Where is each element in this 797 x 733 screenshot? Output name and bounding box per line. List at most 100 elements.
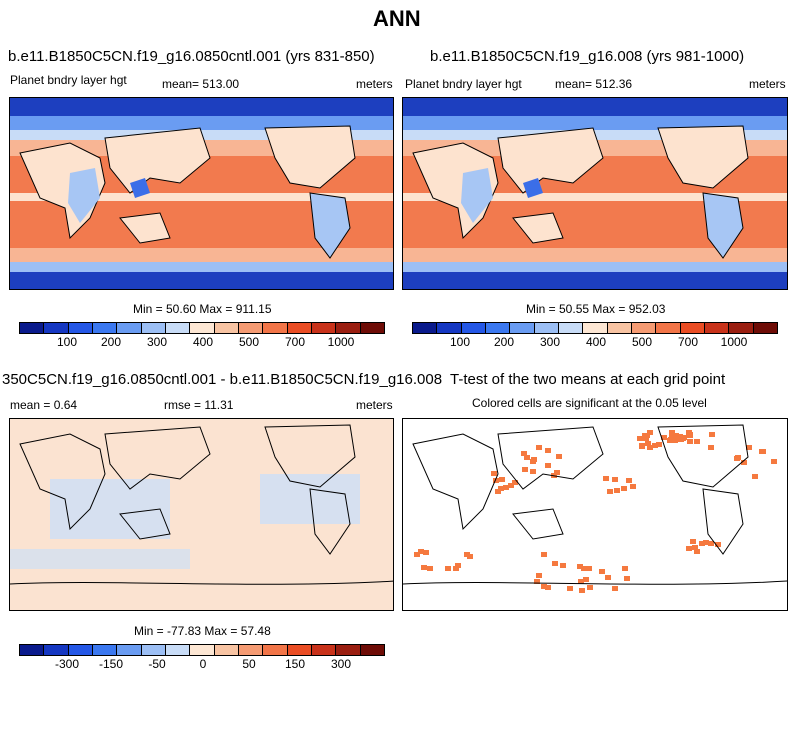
significant-cell <box>583 577 589 582</box>
significant-cell <box>418 549 424 554</box>
panel3-map <box>9 418 394 611</box>
tick-label: 400 <box>192 335 214 349</box>
significant-cell <box>603 476 609 481</box>
tick-label: 100 <box>56 335 78 349</box>
panel2-colorbar <box>412 322 778 334</box>
colorbar-swatch <box>238 645 264 655</box>
colorbar-swatch <box>753 323 777 333</box>
panel2-map <box>402 97 788 290</box>
significant-cell <box>503 485 509 490</box>
colorbar-swatch <box>360 323 384 333</box>
colorbar-swatch <box>413 323 438 333</box>
colorbar-swatch <box>583 323 608 333</box>
significant-cell <box>656 442 662 447</box>
significant-cell <box>677 434 683 439</box>
colorbar-swatch <box>20 645 45 655</box>
tick-label: 300 <box>539 335 561 349</box>
significant-cell <box>552 561 558 566</box>
colorbar-swatch <box>360 645 384 655</box>
significant-cell <box>622 566 628 571</box>
significant-cell <box>621 486 627 491</box>
colorbar-swatch <box>92 645 118 655</box>
colorbar-swatch <box>311 323 337 333</box>
significant-cell <box>495 489 501 494</box>
colorbar-swatch <box>165 323 191 333</box>
significant-cell <box>599 569 605 574</box>
panel3-minmax: Min = -77.83 Max = 57.48 <box>134 624 271 638</box>
significant-cell <box>708 541 714 546</box>
tick-label: 500 <box>631 335 653 349</box>
colorbar-swatch <box>311 645 337 655</box>
panel1-minmax: Min = 50.60 Max = 911.15 <box>133 302 272 316</box>
significant-cell <box>612 586 618 591</box>
significant-cell <box>522 467 528 472</box>
colorbar-swatch <box>287 645 312 655</box>
panel2-title: b.e11.B1850C5CN.f19_g16.008 (yrs 981-100… <box>430 48 745 65</box>
colorbar-swatch <box>336 323 361 333</box>
significant-cell <box>545 448 551 453</box>
significant-cell <box>643 436 649 441</box>
significant-cell <box>587 585 593 590</box>
significant-cell <box>578 579 584 584</box>
colorbar-swatch <box>20 323 45 333</box>
significant-cell <box>760 449 766 454</box>
significant-cell <box>647 445 653 450</box>
significant-cell <box>709 432 715 437</box>
colorbar-swatch <box>437 323 462 333</box>
significant-cell <box>605 575 611 580</box>
colorbar-swatch <box>607 323 632 333</box>
panel2-mean: mean= 512.36 <box>555 77 633 91</box>
panel1-title: b.e11.B1850C5CN.f19_g16.0850cntl.001 (yr… <box>8 48 375 65</box>
panel1-colorbar <box>19 322 385 334</box>
colorbar-swatch <box>485 323 511 333</box>
significant-cell <box>445 566 451 571</box>
significant-cell <box>499 477 505 482</box>
significant-cell <box>661 435 667 440</box>
panel4-map-field <box>403 424 787 593</box>
tick-label: 0 <box>199 657 207 671</box>
panel1-map <box>9 97 394 290</box>
colorbar-swatch <box>117 645 142 655</box>
significant-cell <box>671 433 677 438</box>
significant-cell <box>694 549 700 554</box>
significant-cell <box>541 584 547 589</box>
colorbar-swatch <box>44 323 69 333</box>
significant-cell <box>508 483 514 488</box>
colorbar-swatch <box>165 645 191 655</box>
significant-cell <box>771 459 777 464</box>
significant-cell <box>498 486 504 491</box>
colorbar-swatch <box>704 323 730 333</box>
significant-cell <box>645 441 651 446</box>
significant-cell <box>586 566 592 571</box>
colorbar-swatch <box>141 645 166 655</box>
panel3-colorbar-ticks: -300 -150 -50 0 50 150 300 <box>19 657 385 673</box>
colorbar-swatch <box>656 323 681 333</box>
tick-label: -50 <box>148 657 166 671</box>
significant-cell <box>556 454 562 459</box>
tick-label: 150 <box>284 657 306 671</box>
tick-label: 200 <box>100 335 122 349</box>
colorbar-swatch <box>534 323 559 333</box>
panel3-rmse: rmse = 11.31 <box>164 398 234 412</box>
colorbar-swatch <box>510 323 535 333</box>
colorbar-swatch <box>44 645 69 655</box>
significant-cell <box>741 460 747 465</box>
panel1-units: meters <box>356 77 393 91</box>
significant-cell <box>644 433 650 438</box>
panel4-map <box>402 418 788 611</box>
significant-cell <box>647 430 653 435</box>
significant-cell <box>581 566 587 571</box>
colorbar-swatch <box>214 645 239 655</box>
colorbar-swatch <box>558 323 584 333</box>
significant-cell <box>715 542 721 547</box>
tick-label: 50 <box>242 657 256 671</box>
significant-cell <box>681 435 687 440</box>
significant-cell <box>567 586 573 591</box>
tick-label: 700 <box>677 335 699 349</box>
significant-cell <box>639 444 645 449</box>
panel1-colorbar-ticks: 100 200 300 400 500 700 1000 <box>19 335 385 351</box>
significant-cell <box>536 445 542 450</box>
tick-label: 300 <box>146 335 168 349</box>
significant-cell <box>464 552 470 557</box>
panel3-colorbar <box>19 644 385 656</box>
